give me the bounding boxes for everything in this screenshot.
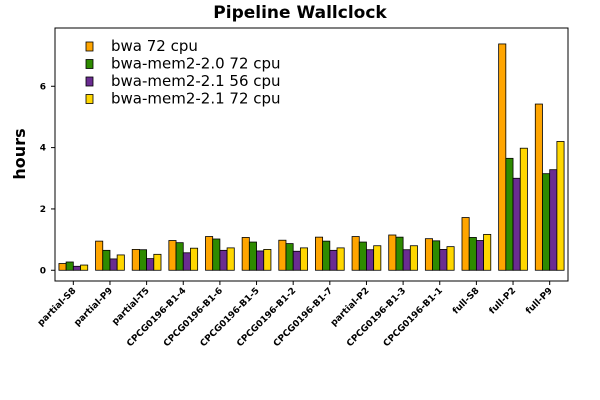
bar-bwa-mem2-2-1-56-cpu-cpcg0196-b1-2	[292, 250, 301, 271]
bar-bwa-mem2-2-1-72-cpu-cpcg0196-b1-1	[446, 246, 455, 271]
bar-bwa-mem2-2-0-72-cpu-full-s8	[468, 237, 477, 271]
bar-bwa-72-cpu-cpcg0196-b1-5	[241, 237, 250, 271]
bars-layer	[58, 43, 565, 271]
bar-bwa-mem2-2-1-56-cpu-full-p9	[549, 169, 558, 271]
bar-bwa-72-cpu-partial-p9	[95, 240, 104, 271]
y-tick-label-2: 2	[40, 205, 46, 215]
bar-bwa-mem2-2-1-56-cpu-cpcg0196-b1-3	[402, 249, 411, 271]
bar-bwa-mem2-2-1-56-cpu-partial-t5	[146, 258, 155, 271]
bar-bwa-mem2-2-0-72-cpu-full-p9	[542, 173, 551, 271]
bar-bwa-mem2-2-1-72-cpu-partial-s8	[80, 264, 89, 271]
legend-label-bwa-mem2-2-1-56-cpu: bwa-mem2-2.1 56 cpu	[111, 72, 281, 90]
bar-bwa-mem2-2-0-72-cpu-partial-p2	[358, 241, 367, 271]
legend-swatch-bwa-72-cpu	[85, 41, 94, 52]
bar-bwa-mem2-2-1-72-cpu-full-p2	[519, 147, 528, 271]
bar-bwa-mem2-2-0-72-cpu-cpcg0196-b1-1	[432, 240, 441, 271]
y-tick-label-0: 0	[40, 266, 46, 276]
legend-label-bwa-72-cpu: bwa 72 cpu	[111, 37, 198, 55]
bar-bwa-mem2-2-1-56-cpu-partial-s8	[72, 265, 81, 271]
y-tick-label-6: 6	[40, 82, 46, 92]
bar-bwa-mem2-2-0-72-cpu-cpcg0196-b1-2	[285, 243, 294, 271]
bar-bwa-mem2-2-1-72-cpu-cpcg0196-b1-2	[299, 247, 308, 271]
bar-bwa-mem2-2-1-56-cpu-full-s8	[475, 240, 484, 271]
bar-bwa-mem2-2-1-72-cpu-partial-t5	[153, 253, 162, 271]
bar-bwa-mem2-2-1-72-cpu-full-s8	[483, 233, 492, 271]
bar-bwa-72-cpu-cpcg0196-b1-1	[424, 238, 433, 271]
bar-bwa-72-cpu-cpcg0196-b1-3	[388, 234, 397, 271]
bar-bwa-mem2-2-1-56-cpu-cpcg0196-b1-4	[182, 252, 191, 271]
bar-bwa-mem2-2-1-72-cpu-cpcg0196-b1-3	[409, 245, 418, 271]
bar-bwa-72-cpu-cpcg0196-b1-2	[278, 239, 287, 271]
bar-bwa-72-cpu-full-p2	[498, 43, 507, 271]
bar-bwa-mem2-2-1-72-cpu-cpcg0196-b1-7	[336, 247, 345, 271]
bar-bwa-72-cpu-partial-p2	[351, 236, 360, 271]
bar-bwa-mem2-2-0-72-cpu-cpcg0196-b1-6	[212, 238, 221, 271]
bar-bwa-mem2-2-1-56-cpu-cpcg0196-b1-7	[329, 249, 338, 271]
y-tick-label-4: 4	[40, 144, 46, 154]
bar-bwa-mem2-2-0-72-cpu-partial-p9	[102, 249, 111, 271]
bar-bwa-72-cpu-full-p9	[534, 103, 543, 271]
plot-frame	[54, 27, 569, 282]
bar-bwa-mem2-2-1-56-cpu-cpcg0196-b1-1	[439, 249, 448, 271]
bar-bwa-mem2-2-1-72-cpu-cpcg0196-b1-4	[190, 247, 199, 271]
bar-bwa-mem2-2-1-72-cpu-partial-p9	[116, 254, 125, 271]
bar-bwa-mem2-2-1-56-cpu-full-p2	[512, 177, 521, 271]
x-tick-label-full-p9: full-P9	[524, 286, 554, 316]
bar-bwa-mem2-2-1-72-cpu-cpcg0196-b1-6	[226, 247, 235, 271]
bar-bwa-mem2-2-0-72-cpu-cpcg0196-b1-5	[248, 241, 257, 271]
bar-bwa-72-cpu-partial-t5	[131, 249, 140, 271]
bar-bwa-mem2-2-1-56-cpu-cpcg0196-b1-6	[219, 249, 228, 271]
bar-bwa-mem2-2-0-72-cpu-cpcg0196-b1-4	[175, 242, 184, 271]
bar-bwa-72-cpu-cpcg0196-b1-6	[205, 236, 214, 271]
legend-label-bwa-mem2-2-1-72-cpu: bwa-mem2-2.1 72 cpu	[111, 90, 281, 108]
bar-bwa-72-cpu-full-s8	[461, 217, 470, 271]
bar-bwa-mem2-2-0-72-cpu-cpcg0196-b1-7	[322, 240, 331, 271]
bar-bwa-mem2-2-1-56-cpu-partial-p9	[109, 258, 118, 271]
bar-bwa-mem2-2-0-72-cpu-full-p2	[505, 157, 514, 271]
x-tick-label-partial-p9: partial-P9	[73, 286, 115, 328]
bar-bwa-mem2-2-1-56-cpu-cpcg0196-b1-5	[256, 250, 265, 271]
bar-bwa-mem2-2-0-72-cpu-partial-t5	[139, 249, 148, 271]
chart-title: Pipeline Wallclock	[213, 3, 387, 23]
legend-swatch-bwa-mem2-2-0-72-cpu	[85, 59, 94, 69]
bar-bwa-mem2-2-0-72-cpu-cpcg0196-b1-3	[395, 236, 404, 271]
x-tick-label-full-s8: full-S8	[451, 286, 481, 316]
bar-bwa-mem2-2-1-56-cpu-partial-p2	[366, 249, 375, 271]
y-axis-label: hours	[10, 128, 29, 179]
bar-bwa-mem2-2-0-72-cpu-partial-s8	[65, 261, 74, 271]
bar-bwa-mem2-2-1-72-cpu-partial-p2	[373, 245, 382, 271]
bar-bwa-72-cpu-cpcg0196-b1-7	[315, 236, 324, 271]
bar-bwa-mem2-2-1-72-cpu-full-p9	[556, 141, 565, 271]
x-tick-label-full-p2: full-P2	[488, 286, 518, 316]
bar-bwa-72-cpu-cpcg0196-b1-4	[168, 240, 177, 271]
legend-swatch-bwa-mem2-2-1-72-cpu	[85, 94, 94, 104]
bar-bwa-mem2-2-1-72-cpu-cpcg0196-b1-5	[263, 249, 272, 271]
legend-swatch-bwa-mem2-2-1-56-cpu	[85, 76, 94, 87]
legend-label-bwa-mem2-2-0-72-cpu: bwa-mem2-2.0 72 cpu	[111, 55, 281, 73]
bar-bwa-72-cpu-partial-s8	[58, 263, 67, 271]
